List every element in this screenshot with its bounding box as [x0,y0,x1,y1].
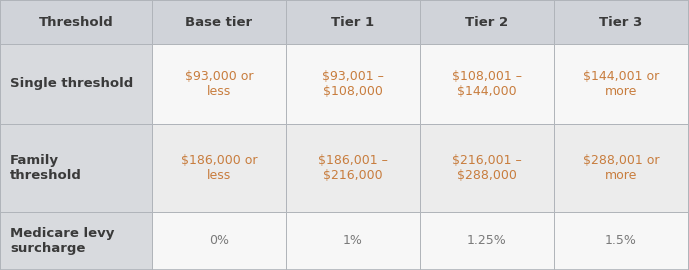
Bar [420,212,554,270]
Text: 1%: 1% [343,235,363,248]
Text: $186,001 –
$216,000: $186,001 – $216,000 [318,154,388,182]
Text: Threshold: Threshold [39,15,114,29]
Bar [420,0,554,44]
Text: $216,001 –
$288,000: $216,001 – $288,000 [452,154,522,182]
Bar [554,0,688,44]
Bar [0,212,152,270]
Text: $108,001 –
$144,000: $108,001 – $144,000 [452,70,522,98]
Bar [0,0,152,44]
Bar [554,44,688,124]
Text: 1.25%: 1.25% [467,235,507,248]
Text: $288,001 or
more: $288,001 or more [583,154,659,182]
Bar [0,124,152,212]
Text: 1.5%: 1.5% [605,235,637,248]
Bar [286,0,420,44]
Text: Family
threshold: Family threshold [10,154,82,182]
Bar [152,0,286,44]
Text: 0%: 0% [209,235,229,248]
Text: Medicare levy
surcharge: Medicare levy surcharge [10,227,114,255]
Bar [420,124,554,212]
Bar [152,212,286,270]
Text: Tier 2: Tier 2 [466,15,508,29]
Bar [286,212,420,270]
Text: Base tier: Base tier [185,15,253,29]
Text: $93,000 or
less: $93,000 or less [185,70,254,98]
Text: $186,000 or
less: $186,000 or less [181,154,257,182]
Bar [286,124,420,212]
Text: Tier 1: Tier 1 [331,15,375,29]
Bar [286,44,420,124]
Bar [420,44,554,124]
Text: $144,001 or
more: $144,001 or more [583,70,659,98]
Text: Tier 3: Tier 3 [599,15,643,29]
Text: Single threshold: Single threshold [10,77,133,90]
Text: $93,001 –
$108,000: $93,001 – $108,000 [322,70,384,98]
Bar [152,44,286,124]
Bar [0,44,152,124]
Bar [554,124,688,212]
Bar [152,124,286,212]
Bar [554,212,688,270]
